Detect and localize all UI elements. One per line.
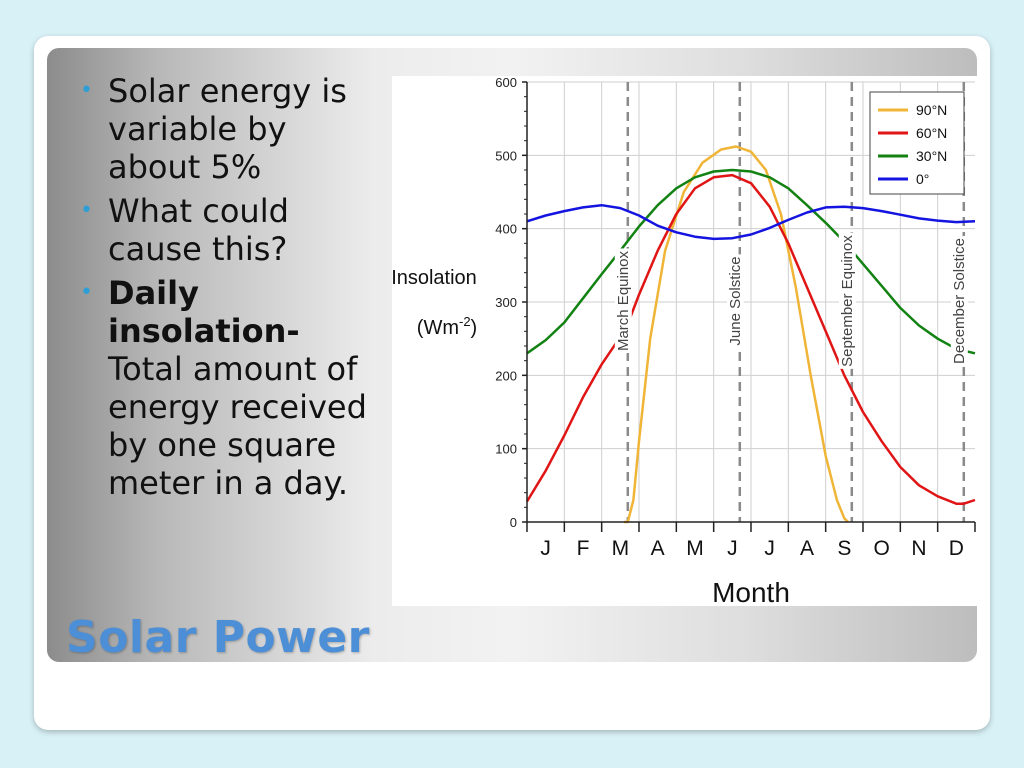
- bullet-item: • Daily insolation- Total amount of energ…: [78, 274, 378, 502]
- event-label-bg: [950, 236, 968, 366]
- event-label: March Equinox: [615, 250, 632, 351]
- bullet-dot-icon: •: [80, 78, 93, 103]
- chart-svg: March Equinox June Solstice September Equi…: [392, 76, 976, 606]
- insolation-chart: March Equinox June Solstice September Equi…: [392, 76, 977, 606]
- y-axis-unit: (Wm-2): [417, 314, 477, 339]
- bullet-list: • Solar energy is variable by about 5% • W…: [78, 72, 378, 508]
- x-axis-label: Month: [712, 577, 790, 606]
- bullet-text: What could cause this?: [108, 192, 289, 268]
- bullet-text: Total amount of energy received by one s…: [108, 350, 367, 502]
- bullet-bold-term: Daily insolation-: [108, 274, 300, 350]
- event-label-bg: [838, 232, 856, 369]
- series-line: [526, 168, 976, 355]
- month-label: J: [540, 537, 551, 560]
- event-label-bg: [726, 254, 744, 348]
- month-label: F: [577, 537, 590, 560]
- event-label: September Equinox: [839, 235, 856, 367]
- month-label: O: [873, 537, 889, 560]
- event-label: December Solstice: [951, 238, 968, 364]
- month-label: N: [911, 537, 926, 560]
- event-label-bg: [614, 248, 632, 354]
- legend-label: 60°N: [916, 125, 947, 141]
- month-label: S: [837, 537, 851, 560]
- bullet-text: Solar energy is variable by about 5%: [108, 72, 347, 186]
- month-label: D: [949, 537, 964, 560]
- series-line: [526, 203, 976, 241]
- legend-label: 90°N: [916, 102, 947, 118]
- y-tick-label: 100: [495, 442, 517, 457]
- bullet-dot-icon: •: [80, 198, 93, 223]
- legend-label: 0°: [916, 171, 929, 187]
- y-tick-label: 500: [495, 148, 517, 163]
- month-label: M: [612, 537, 630, 560]
- bullet-item: • What could cause this?: [78, 192, 378, 268]
- y-tick-label: 600: [495, 76, 517, 90]
- month-label: A: [800, 537, 814, 560]
- series-line: [624, 145, 849, 524]
- month-label: A: [651, 537, 665, 560]
- bullet-dot-icon: •: [80, 280, 93, 305]
- bullet-item: • Solar energy is variable by about 5%: [78, 72, 378, 186]
- y-tick-label: 0: [510, 515, 517, 530]
- month-label: M: [686, 537, 704, 560]
- y-tick-label: 400: [495, 222, 517, 237]
- month-label: J: [764, 537, 775, 560]
- slide-title: Solar Power: [66, 612, 370, 663]
- legend-label: 30°N: [916, 148, 947, 164]
- y-tick-label: 300: [495, 295, 517, 310]
- y-axis-label: Insolation: [392, 267, 477, 289]
- month-label: J: [727, 537, 738, 560]
- series-line: [525, 173, 976, 505]
- event-label: June Solstice: [727, 256, 744, 345]
- y-tick-label: 200: [495, 368, 517, 383]
